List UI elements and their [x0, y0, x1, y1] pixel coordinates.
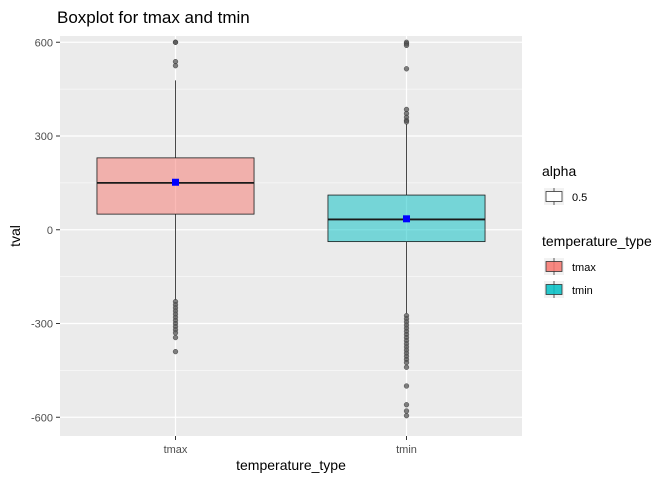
chart-title: Boxplot for tmax and tmin — [57, 8, 250, 27]
outlier-point — [172, 63, 179, 69]
y-tick-label: 0 — [47, 225, 53, 237]
y-axis-label: tval — [7, 225, 23, 247]
legend-key — [544, 281, 564, 298]
outlier-point — [172, 330, 179, 336]
legend-label: 0.5 — [572, 192, 587, 204]
y-axis: -600 -300 0 300 600 — [31, 37, 60, 424]
legend-label: tmin — [572, 285, 593, 297]
outlier-point — [172, 334, 179, 341]
box — [327, 194, 486, 243]
x-tick-label: tmin — [396, 444, 417, 456]
legend-title: alpha — [542, 163, 576, 179]
outlier-point — [403, 119, 410, 125]
outlier-point — [403, 364, 410, 370]
y-tick-label: -300 — [31, 319, 53, 331]
outlier-point — [403, 383, 410, 389]
y-tick-label: 600 — [35, 37, 53, 49]
outlier-point — [403, 359, 410, 366]
x-axis: tmax tmin — [164, 436, 417, 456]
box-group-tmax — [96, 39, 255, 355]
mean-marker — [172, 178, 179, 186]
legend-key — [544, 258, 564, 275]
legend-group: alpha 0.5 — [542, 163, 587, 205]
legend-key-box — [545, 261, 563, 272]
outlier-point — [403, 42, 410, 48]
box — [96, 157, 255, 215]
legend-key-box — [545, 284, 563, 295]
outlier-point — [403, 402, 410, 408]
outlier-point — [403, 408, 410, 414]
outlier-point — [403, 413, 410, 419]
box-group-tmin — [327, 39, 486, 419]
outlier-point — [172, 349, 179, 355]
y-tick-label: -600 — [31, 412, 53, 424]
x-tick-label: tmax — [164, 444, 188, 456]
legend-key-box — [545, 191, 563, 202]
boxes-layer — [96, 39, 486, 419]
outlier-point — [403, 66, 410, 72]
mean-marker — [403, 215, 410, 223]
legend-key — [544, 188, 564, 205]
legend-label: tmax — [572, 262, 596, 274]
y-tick-label: 300 — [35, 131, 53, 143]
x-axis-label: temperature_type — [236, 457, 346, 473]
outlier-point — [172, 39, 179, 45]
legend-title: temperature_type — [542, 233, 652, 249]
